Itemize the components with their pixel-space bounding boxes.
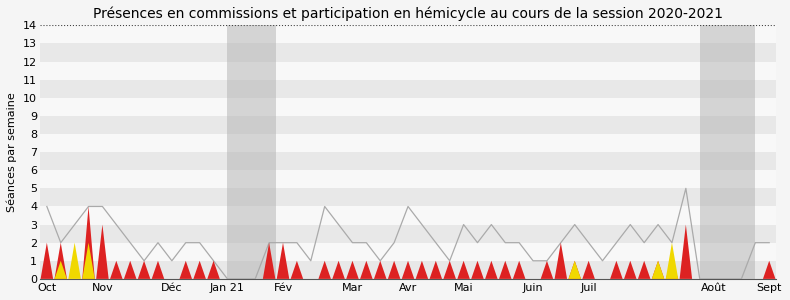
Bar [40,98,776,116]
Bar [40,26,776,44]
Bar [40,152,776,170]
Bar [40,44,776,62]
Bar [40,225,776,243]
Bar [40,261,776,279]
Title: Présences en commissions et participation en hémicycle au cours de la session 20: Présences en commissions et participatio… [93,7,723,21]
Bar [700,26,755,279]
Bar [40,243,776,261]
Bar [40,116,776,134]
Bar [40,61,776,80]
Bar [40,80,776,98]
Bar [40,188,776,206]
Bar [40,206,776,225]
Y-axis label: Séances par semaine: Séances par semaine [7,92,17,212]
Bar [40,170,776,188]
Bar [228,26,276,279]
Bar [40,134,776,152]
